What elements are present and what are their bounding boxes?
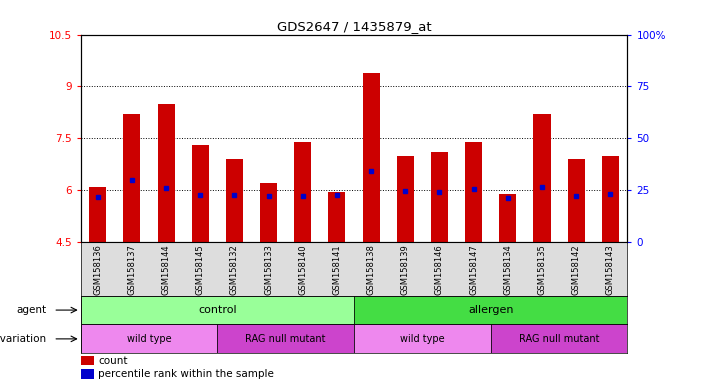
Text: agent: agent xyxy=(16,305,46,315)
Text: GSM158132: GSM158132 xyxy=(230,245,239,295)
Text: GSM158139: GSM158139 xyxy=(401,245,410,295)
Bar xyxy=(226,159,243,242)
Bar xyxy=(431,152,448,242)
Bar xyxy=(158,104,175,242)
Text: GSM158138: GSM158138 xyxy=(367,245,376,295)
Bar xyxy=(354,296,627,324)
Bar xyxy=(328,192,346,242)
Bar xyxy=(89,187,107,242)
Bar xyxy=(601,156,619,242)
Text: count: count xyxy=(98,356,128,366)
Bar xyxy=(491,324,627,353)
Bar xyxy=(81,369,94,379)
Text: GSM158143: GSM158143 xyxy=(606,245,615,295)
Bar xyxy=(397,156,414,242)
Bar xyxy=(354,324,491,353)
Text: GSM158147: GSM158147 xyxy=(469,245,478,295)
Text: GSM158140: GSM158140 xyxy=(298,245,307,295)
Text: GSM158137: GSM158137 xyxy=(128,245,137,295)
Bar xyxy=(81,356,94,366)
Text: wild type: wild type xyxy=(127,334,171,344)
Text: RAG null mutant: RAG null mutant xyxy=(519,334,599,344)
Text: GSM158141: GSM158141 xyxy=(332,245,341,295)
Bar xyxy=(81,296,354,324)
Bar xyxy=(123,114,140,242)
Text: GSM158145: GSM158145 xyxy=(196,245,205,295)
Bar xyxy=(533,114,550,242)
Text: GSM158142: GSM158142 xyxy=(571,245,580,295)
Text: control: control xyxy=(198,305,237,315)
Bar xyxy=(294,142,311,242)
Text: percentile rank within the sample: percentile rank within the sample xyxy=(98,369,274,379)
Text: genotype/variation: genotype/variation xyxy=(0,334,46,344)
Bar xyxy=(568,159,585,242)
Bar xyxy=(260,183,277,242)
Text: GSM158135: GSM158135 xyxy=(538,245,547,295)
Bar xyxy=(465,142,482,242)
Bar xyxy=(191,145,209,242)
Text: GSM158146: GSM158146 xyxy=(435,245,444,295)
Bar xyxy=(81,324,217,353)
Text: allergen: allergen xyxy=(468,305,513,315)
Text: GSM158144: GSM158144 xyxy=(161,245,170,295)
Bar xyxy=(362,73,380,242)
Text: wild type: wild type xyxy=(400,334,444,344)
Text: GSM158136: GSM158136 xyxy=(93,245,102,295)
Text: GSM158134: GSM158134 xyxy=(503,245,512,295)
Bar xyxy=(217,324,354,353)
Bar xyxy=(499,194,517,242)
Text: GSM158133: GSM158133 xyxy=(264,245,273,295)
Text: RAG null mutant: RAG null mutant xyxy=(245,334,326,344)
Title: GDS2647 / 1435879_at: GDS2647 / 1435879_at xyxy=(277,20,431,33)
